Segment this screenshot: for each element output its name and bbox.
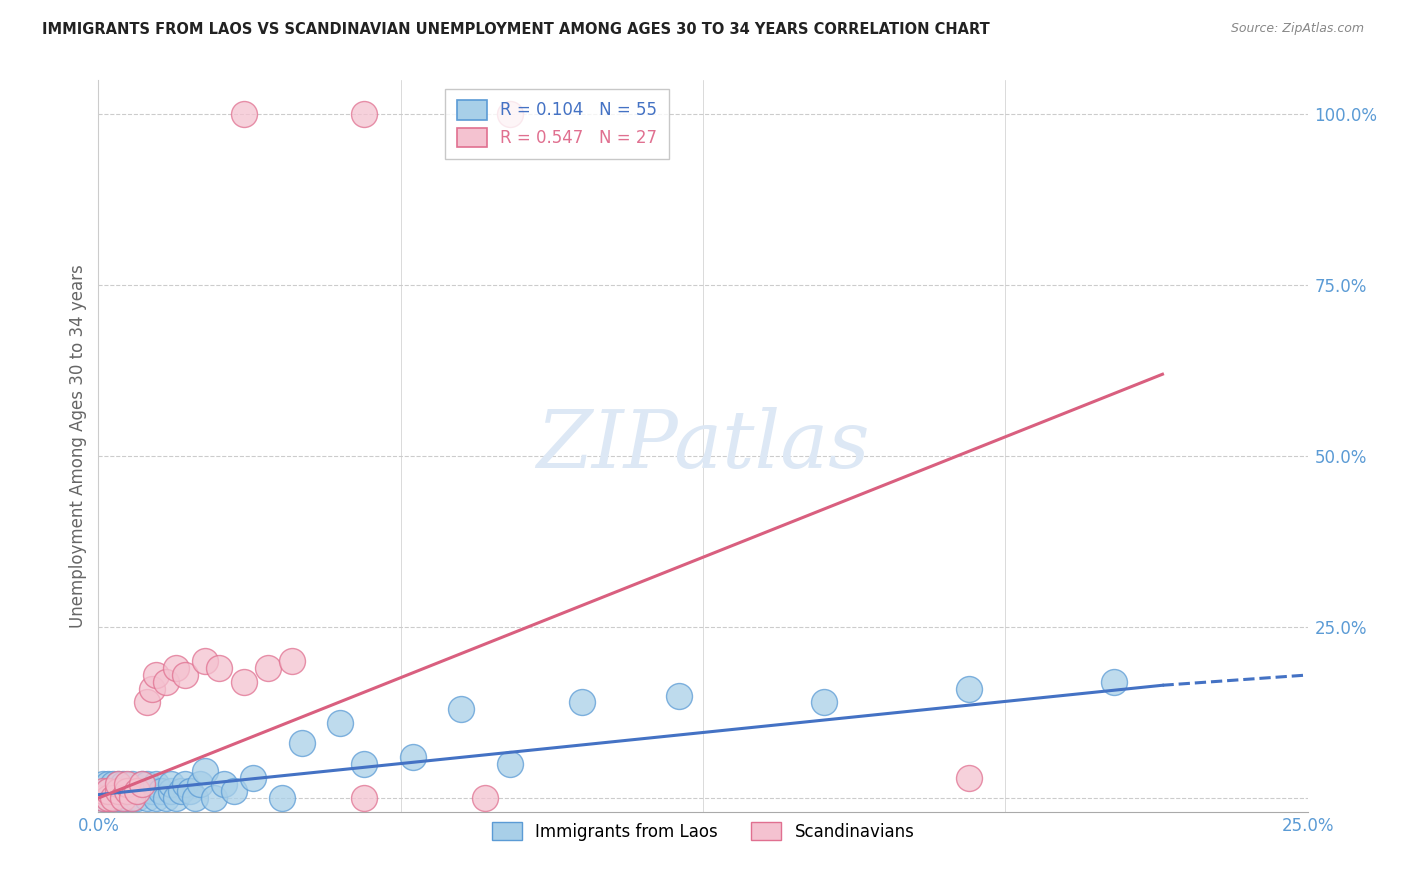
Point <box>498 756 520 771</box>
Point <box>101 791 124 805</box>
Point <box>97 784 120 798</box>
Point <box>169 784 191 798</box>
Point <box>101 777 124 791</box>
Point <box>121 791 143 805</box>
Point <box>117 784 139 798</box>
Point <box>208 661 231 675</box>
Point <box>141 681 163 696</box>
Point <box>155 791 177 805</box>
Point <box>174 777 197 791</box>
Point <box>150 784 173 798</box>
Point <box>290 736 312 750</box>
Point <box>160 784 183 798</box>
Point <box>232 107 254 121</box>
Point <box>117 784 139 798</box>
Point <box>194 654 217 668</box>
Point <box>222 784 245 798</box>
Point <box>957 681 980 696</box>
Point <box>498 107 520 121</box>
Point <box>131 777 153 791</box>
Point <box>107 784 129 798</box>
Point <box>353 107 375 121</box>
Point <box>145 777 167 791</box>
Point <box>135 777 157 791</box>
Point <box>97 791 120 805</box>
Point <box>117 791 139 805</box>
Point <box>571 695 593 709</box>
Point <box>91 791 114 805</box>
Point <box>91 784 114 798</box>
Point <box>101 784 124 798</box>
Point <box>135 791 157 805</box>
Point <box>668 689 690 703</box>
Point <box>101 791 124 805</box>
Point <box>121 777 143 791</box>
Point <box>402 750 425 764</box>
Point <box>474 791 496 805</box>
Point <box>117 777 139 791</box>
Point <box>107 777 129 791</box>
Point <box>145 791 167 805</box>
Point <box>957 771 980 785</box>
Point <box>121 791 143 805</box>
Point <box>107 791 129 805</box>
Point <box>165 791 187 805</box>
Point <box>194 764 217 778</box>
Point <box>145 668 167 682</box>
Point <box>353 791 375 805</box>
Point <box>271 791 294 805</box>
Text: IMMIGRANTS FROM LAOS VS SCANDINAVIAN UNEMPLOYMENT AMONG AGES 30 TO 34 YEARS CORR: IMMIGRANTS FROM LAOS VS SCANDINAVIAN UNE… <box>42 22 990 37</box>
Text: ZIPatlas: ZIPatlas <box>536 408 870 484</box>
Y-axis label: Unemployment Among Ages 30 to 34 years: Unemployment Among Ages 30 to 34 years <box>69 264 87 628</box>
Point <box>127 784 149 798</box>
Point <box>111 784 134 798</box>
Point <box>97 777 120 791</box>
Point <box>111 777 134 791</box>
Point <box>131 777 153 791</box>
Point <box>184 791 207 805</box>
Point <box>212 777 235 791</box>
Point <box>188 777 211 791</box>
Text: Source: ZipAtlas.com: Source: ZipAtlas.com <box>1230 22 1364 36</box>
Point <box>165 661 187 675</box>
Point <box>242 771 264 785</box>
Point <box>329 715 352 730</box>
Point <box>204 791 226 805</box>
Point <box>155 674 177 689</box>
Point <box>97 791 120 805</box>
Point <box>111 791 134 805</box>
Point <box>91 791 114 805</box>
Point <box>127 784 149 798</box>
Point <box>232 674 254 689</box>
Point <box>141 784 163 798</box>
Point <box>135 695 157 709</box>
Point <box>179 784 201 798</box>
Legend: Immigrants from Laos, Scandinavians: Immigrants from Laos, Scandinavians <box>485 816 921 847</box>
Point <box>131 784 153 798</box>
Point <box>127 791 149 805</box>
Point <box>450 702 472 716</box>
Point <box>111 791 134 805</box>
Point <box>107 777 129 791</box>
Point <box>97 784 120 798</box>
Point <box>281 654 304 668</box>
Point <box>160 777 183 791</box>
Point <box>256 661 278 675</box>
Point <box>813 695 835 709</box>
Point <box>174 668 197 682</box>
Point <box>353 756 375 771</box>
Point <box>91 784 114 798</box>
Point <box>107 784 129 798</box>
Point <box>1102 674 1125 689</box>
Point <box>91 777 114 791</box>
